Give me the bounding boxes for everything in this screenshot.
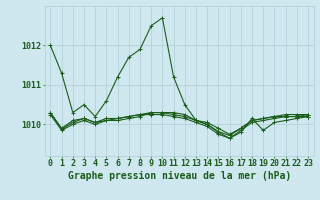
X-axis label: Graphe pression niveau de la mer (hPa): Graphe pression niveau de la mer (hPa) <box>68 171 291 181</box>
